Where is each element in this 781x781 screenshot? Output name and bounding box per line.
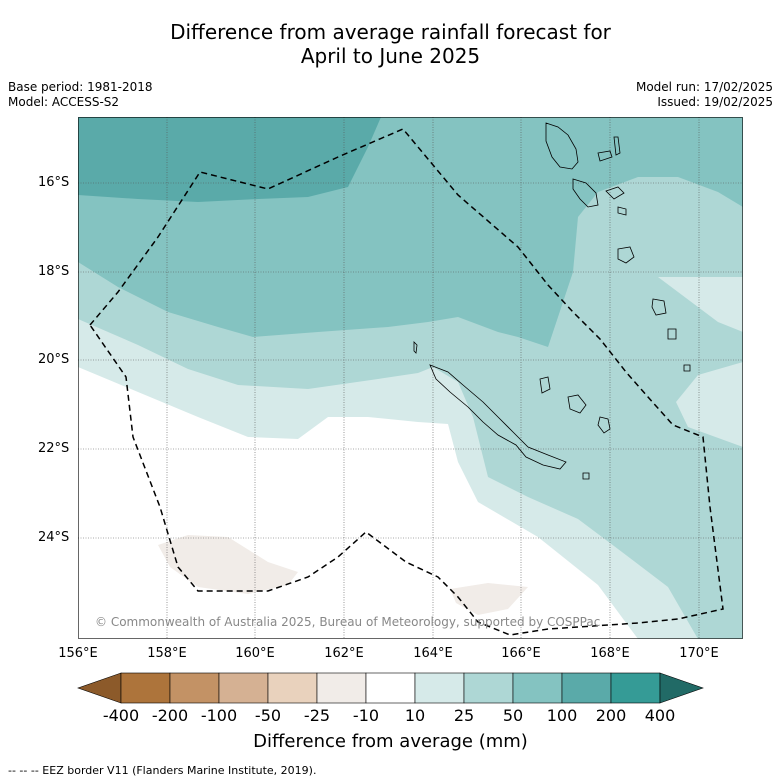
grid-lines <box>78 117 743 639</box>
title-line-2: April to June 2025 <box>300 44 481 68</box>
model-name: Model: ACCESS-S2 <box>8 95 120 109</box>
colorbar-bin-5 <box>316 672 367 704</box>
meta-right: Model run: 17/02/2025 Issued: 19/02/2025 <box>636 80 773 110</box>
vanuatu-ambae <box>597 150 613 162</box>
lon-label-168e: 168°E <box>590 646 630 661</box>
zone-100-200 <box>78 117 381 202</box>
lon-label-164e: 164°E <box>413 646 453 661</box>
zone-dry-patch-1 <box>158 535 298 594</box>
lon-label-160e: 160°E <box>235 646 275 661</box>
new-caledonia-island <box>429 364 567 470</box>
lon-label-156e: 156°E <box>58 646 98 661</box>
model-run: Model run: 17/02/2025 <box>635 80 773 94</box>
vanuatu-ambrym <box>605 186 625 200</box>
eez-footer-note: -- -- -- EEZ border V11 (Flanders Marine… <box>8 764 317 777</box>
vanuatu-efate <box>617 246 635 264</box>
cb-tick-9: 100 <box>546 706 578 725</box>
cb-tick-0: -400 <box>102 706 140 725</box>
colorbar-title: Difference from average (mm) <box>253 731 528 752</box>
colorbar-bin-9 <box>512 672 563 704</box>
cb-tick-2: -100 <box>200 706 238 725</box>
map-frame <box>78 117 743 639</box>
cb-tick-11: 400 <box>644 706 676 725</box>
colorbar <box>77 672 704 704</box>
issued-date: Issued: 19/02/2025 <box>657 95 773 109</box>
lon-label-170e: 170°E <box>679 646 719 661</box>
cb-tick-7: 25 <box>453 706 475 725</box>
lat-label-20s: 20°S <box>38 352 70 367</box>
belep-island <box>413 341 418 354</box>
base-period: Base period: 1981-2018 <box>8 80 153 94</box>
loyalty-island-1 <box>567 394 587 414</box>
rainfall-map <box>78 117 743 639</box>
colorbar-bin-2 <box>169 672 220 704</box>
lat-label-16s: 16°S <box>38 175 70 190</box>
map-title: Difference from average rainfall forecas… <box>0 20 781 68</box>
vanuatu-espiritu-santo <box>545 122 579 170</box>
cb-tick-4: -25 <box>303 706 331 725</box>
colorbar-bin-1 <box>120 672 171 704</box>
colorbar-extend-high <box>659 672 704 704</box>
loyalty-island-2 <box>597 416 611 434</box>
colorbar-bin-10 <box>561 672 612 704</box>
cb-tick-3: -50 <box>254 706 282 725</box>
isle-of-pines <box>582 472 590 480</box>
colorbar-bin-8 <box>463 672 514 704</box>
meta-left: Base period: 1981-2018 Model: ACCESS-S2 <box>8 80 153 110</box>
zone-dry-patch-2 <box>450 583 528 615</box>
title-line-1: Difference from average rainfall forecas… <box>170 20 611 44</box>
cb-tick-6: 10 <box>404 706 426 725</box>
cb-tick-10: 200 <box>595 706 627 725</box>
vanuatu-erromango <box>651 298 667 316</box>
lat-label-22s: 22°S <box>38 441 70 456</box>
cb-tick-1: -200 <box>151 706 189 725</box>
colorbar-bin-4 <box>267 672 318 704</box>
colorbar-bin-6 <box>365 672 416 704</box>
copyright-notice: © Commonwealth of Australia 2025, Bureau… <box>95 615 601 629</box>
vanuatu-aneityum <box>683 364 691 372</box>
cb-tick-5: -10 <box>352 706 380 725</box>
colorbar-bin-3 <box>218 672 269 704</box>
cb-tick-8: 50 <box>502 706 524 725</box>
lat-label-24s: 24°S <box>38 530 70 545</box>
vanuatu-pentecost <box>613 136 621 156</box>
lon-label-162e: 162°E <box>324 646 364 661</box>
vanuatu-tanna <box>667 328 677 340</box>
colorbar-bin-7 <box>414 672 465 704</box>
loyalty-island-3 <box>539 376 551 394</box>
vanuatu-epi <box>617 206 627 216</box>
colorbar-extend-low <box>77 672 122 704</box>
lon-label-158e: 158°E <box>147 646 187 661</box>
vanuatu-malakula <box>572 178 599 208</box>
lon-label-166e: 166°E <box>501 646 541 661</box>
colorbar-bin-11 <box>610 672 661 704</box>
zone-light-right <box>676 362 743 447</box>
eez-border <box>89 128 724 636</box>
lat-label-18s: 18°S <box>38 264 70 279</box>
